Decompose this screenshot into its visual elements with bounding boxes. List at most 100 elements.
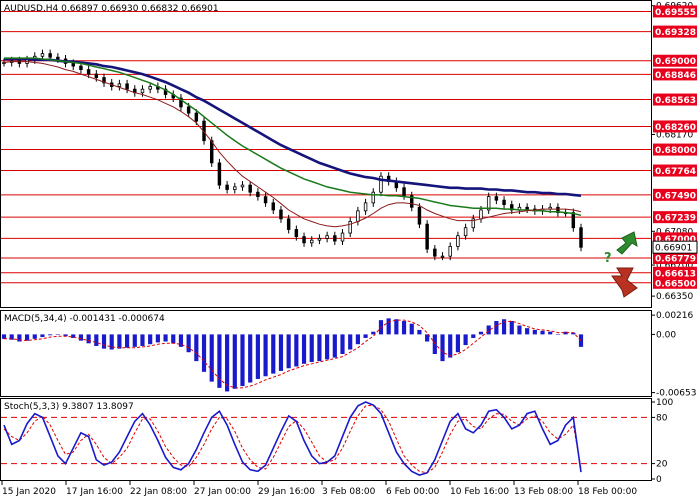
candle-body — [186, 106, 191, 114]
candle-body — [502, 199, 506, 206]
macd-series — [1, 318, 584, 392]
level-price-box — [653, 188, 697, 201]
level-price-box — [653, 68, 697, 81]
level-price-box — [653, 120, 697, 133]
macd-bar — [348, 334, 353, 350]
sma-fast-line — [3, 61, 582, 228]
macd-bar — [225, 334, 230, 392]
macd-tick-label: 0.00 — [656, 330, 676, 340]
candle-body — [571, 212, 576, 229]
level-price-box — [653, 54, 697, 67]
candle-body — [248, 184, 252, 193]
candle-body — [179, 97, 183, 108]
macd-bar — [317, 334, 322, 362]
level-price-label: 0.66500 — [655, 279, 696, 289]
level-price-box — [653, 143, 697, 156]
level-price-label: 0.68000 — [655, 146, 696, 156]
macd-bar — [255, 334, 260, 379]
candle-body — [286, 218, 291, 230]
stoch-tick-label: 0 — [656, 475, 662, 485]
candle-body — [579, 227, 583, 248]
level-price-box — [653, 164, 697, 177]
macd-bar — [109, 334, 114, 350]
candle-body — [209, 140, 214, 164]
macd-bar — [63, 334, 68, 337]
x-tick-label: 10 Feb 16:00 — [450, 487, 509, 497]
level-price-label: 0.66613 — [655, 269, 696, 279]
macd-bar — [548, 331, 553, 335]
macd-bar — [478, 331, 484, 335]
stoch-tick-label: 80 — [656, 413, 668, 423]
candle-body — [271, 202, 275, 211]
candle-body — [402, 187, 406, 197]
price-series — [2, 49, 583, 261]
macd-signal-line — [4, 319, 582, 389]
macd-bar — [48, 334, 53, 336]
level-price-label: 0.68563 — [655, 96, 696, 106]
macd-bar — [1, 334, 7, 339]
macd-bar — [186, 334, 191, 353]
macd-panel-frame — [0, 310, 652, 397]
macd-bar — [555, 334, 561, 335]
macd-bar — [32, 334, 37, 339]
macd-bar — [132, 334, 137, 347]
candle-body — [556, 206, 560, 214]
x-tick-label: 22 Jan 08:00 — [130, 487, 187, 497]
candle-body — [463, 227, 468, 237]
price-tick-label: 0.68170 — [656, 130, 693, 140]
level-price-box — [653, 252, 697, 265]
level-price-label: 0.68260 — [655, 123, 696, 133]
macd-bar — [271, 334, 276, 374]
candle-body — [79, 65, 83, 71]
level-price-label: 0.67239 — [655, 214, 696, 224]
macd-bar — [417, 329, 422, 335]
macd-bar — [232, 334, 237, 389]
x-axis-labels: 15 Jan 2020 17 Jan 16:00 22 Jan 08:00 27 Ja… — [1, 481, 637, 497]
current-price-label: 0.66901 — [655, 244, 692, 254]
macd-bar — [471, 334, 476, 338]
macd-bar — [71, 334, 76, 338]
macd-bar — [432, 334, 437, 354]
candle-body — [440, 255, 445, 258]
candle-body — [310, 239, 314, 244]
x-tick-label: 27 Jan 00:00 — [194, 487, 251, 497]
macd-bar — [448, 334, 453, 358]
level-price-box — [653, 266, 697, 279]
candle-body — [125, 83, 129, 90]
candle-body — [325, 235, 329, 239]
stoch-series — [1, 401, 651, 476]
x-tick-label: 29 Jan 16:00 — [258, 487, 315, 497]
candle-body — [117, 83, 122, 87]
macd-bar — [494, 321, 499, 335]
sma-slow-line — [4, 57, 582, 197]
level-price-box — [653, 25, 697, 38]
candle-body — [71, 63, 75, 67]
macd-tick-label: 0.00216 — [656, 311, 693, 321]
macd-bar — [332, 334, 337, 358]
macd-bar — [86, 334, 91, 344]
candle-body — [233, 186, 237, 190]
candle-body — [148, 86, 152, 90]
macd-bar — [578, 334, 584, 347]
candle-body — [486, 196, 491, 211]
question-mark: ? — [604, 251, 612, 266]
macd-bar — [217, 334, 222, 388]
level-price-label: 0.69328 — [655, 28, 696, 38]
level-price-label: 0.69000 — [655, 57, 696, 67]
candle-body — [410, 195, 414, 208]
level-price-label: 0.69555 — [655, 8, 696, 18]
level-price-box — [653, 93, 697, 106]
candle-body — [56, 56, 60, 60]
candle-body — [379, 175, 383, 193]
macd-bar — [9, 334, 14, 340]
level-price-label: 0.67764 — [655, 167, 696, 177]
candle-body — [371, 191, 376, 204]
candle-body — [217, 162, 222, 186]
level-price-label: 0.67490 — [655, 191, 696, 201]
level-price-label: 0.67000 — [655, 235, 696, 245]
y-axis-labels: 0.696200.681700.670800.667000.663500.695… — [651, 2, 698, 485]
macd-bar — [425, 334, 430, 342]
macd-bar — [55, 334, 60, 335]
price-tick-label: 0.67080 — [656, 227, 693, 237]
